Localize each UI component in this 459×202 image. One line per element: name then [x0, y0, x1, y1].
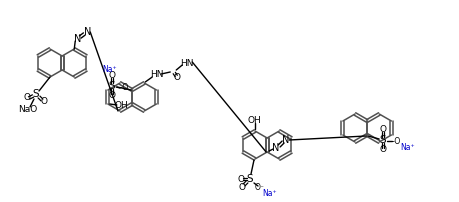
Text: HN: HN	[150, 70, 164, 80]
Text: O: O	[108, 72, 115, 81]
Text: HN: HN	[180, 59, 194, 67]
Text: O: O	[379, 125, 386, 135]
Text: OH: OH	[114, 101, 128, 110]
Text: S: S	[33, 89, 39, 99]
Text: N: N	[73, 34, 81, 44]
Text: S: S	[246, 174, 253, 184]
Text: N: N	[84, 27, 91, 37]
Text: O: O	[108, 92, 115, 101]
Text: O: O	[40, 98, 47, 106]
Text: NaO: NaO	[18, 105, 38, 115]
Text: O: O	[23, 94, 30, 102]
Text: Na⁺: Na⁺	[399, 143, 414, 153]
Text: O⁻: O⁻	[254, 182, 264, 191]
Text: N: N	[282, 135, 289, 145]
Text: O: O	[379, 145, 386, 155]
Text: O: O	[238, 182, 245, 191]
Text: −O: −O	[387, 137, 399, 145]
Text: OH: OH	[246, 117, 260, 125]
Text: S: S	[379, 135, 386, 145]
Text: O: O	[237, 175, 244, 183]
Text: −O: −O	[116, 83, 128, 93]
Text: O: O	[174, 74, 180, 82]
Text: N: N	[272, 143, 279, 153]
Text: Na⁺: Na⁺	[262, 188, 277, 198]
Text: Na⁺: Na⁺	[101, 65, 116, 75]
Text: S: S	[109, 81, 115, 91]
